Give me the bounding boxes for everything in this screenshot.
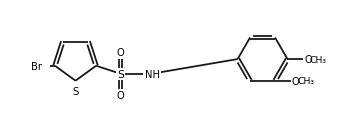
Text: CH₃: CH₃ [310, 55, 327, 64]
Text: CH₃: CH₃ [297, 76, 314, 85]
Text: S: S [72, 86, 79, 96]
Text: S: S [117, 69, 124, 79]
Text: O: O [117, 91, 125, 101]
Text: O: O [291, 76, 299, 86]
Text: NH: NH [145, 69, 160, 79]
Text: O: O [117, 48, 125, 58]
Text: O: O [304, 55, 312, 65]
Text: Br: Br [30, 61, 42, 71]
